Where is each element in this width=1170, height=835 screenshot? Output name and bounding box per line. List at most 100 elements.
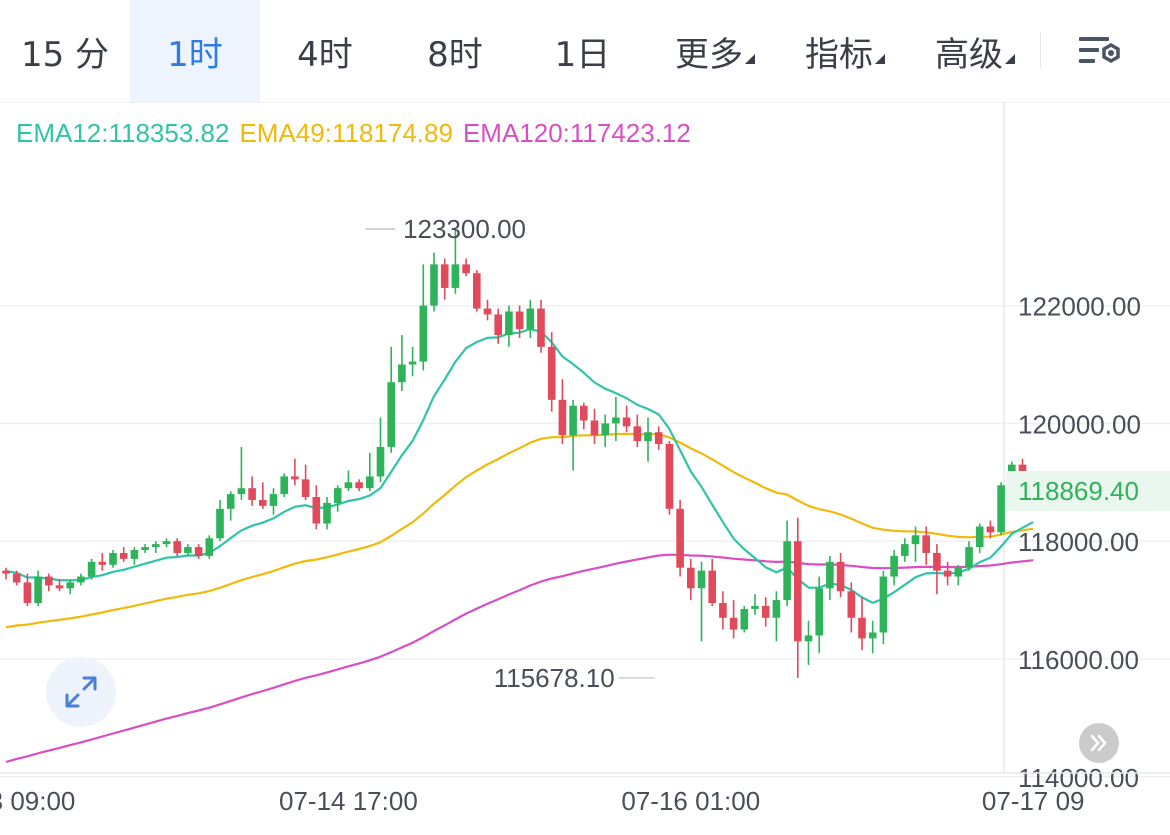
candle — [301, 464, 310, 500]
candle — [226, 491, 235, 521]
candle — [430, 252, 438, 312]
candle — [77, 573, 85, 586]
candle — [622, 405, 631, 433]
dropdown-triangle-icon — [875, 54, 885, 64]
candle — [815, 576, 823, 654]
candle-body — [77, 576, 85, 583]
candle — [997, 482, 1005, 536]
y-tick-label: 114000.00 — [1018, 763, 1139, 793]
candle — [761, 597, 770, 627]
chart-settings-button[interactable] — [1070, 26, 1130, 76]
candle — [45, 573, 53, 592]
candle-body — [419, 305, 428, 362]
candle — [366, 452, 374, 492]
candle — [537, 299, 545, 353]
tab-more-label: 更多 — [675, 34, 743, 75]
tab-1h[interactable]: 1时 — [130, 0, 260, 102]
candle — [323, 497, 331, 530]
tab-8h[interactable]: 8时 — [390, 0, 520, 102]
tab-15m[interactable]: 15 分 — [0, 0, 130, 102]
candle — [109, 550, 117, 568]
candle — [943, 561, 952, 586]
candle — [55, 579, 64, 592]
tab-more-dropdown[interactable]: 更多 — [650, 0, 780, 102]
y-tick-label: 122000.00 — [1018, 292, 1141, 322]
tab-advanced-dropdown[interactable]: 高级 — [910, 0, 1040, 102]
candle — [911, 526, 920, 562]
candle — [34, 570, 42, 606]
candle-body — [590, 420, 599, 436]
candle-body — [162, 541, 171, 545]
candle — [965, 541, 973, 571]
candle-body — [815, 588, 823, 636]
candle-body — [98, 561, 107, 565]
candle — [558, 379, 567, 445]
candle-body — [280, 476, 288, 495]
candle — [665, 441, 674, 515]
candle-body — [505, 311, 513, 336]
candle-body — [173, 541, 181, 553]
candle — [515, 305, 524, 338]
candle — [804, 620, 813, 665]
candle-body — [408, 361, 417, 365]
candle — [644, 417, 652, 462]
candle-body — [141, 547, 149, 551]
candle — [868, 620, 877, 654]
candle — [130, 547, 139, 565]
scroll-to-latest-button[interactable] — [1079, 723, 1119, 763]
candle-body — [922, 535, 930, 553]
candle-body — [547, 346, 556, 400]
candle — [922, 526, 930, 565]
candle — [216, 499, 224, 542]
candle-body — [237, 488, 246, 495]
dropdown-triangle-icon — [745, 54, 755, 64]
candle-body — [633, 426, 642, 442]
ema12-label: EMA12:118353.82 — [16, 118, 230, 148]
candle-body — [473, 273, 481, 309]
tab-4h[interactable]: 4时 — [260, 0, 390, 102]
candle — [87, 558, 96, 580]
candle-body — [804, 635, 813, 642]
candle-body — [312, 497, 321, 524]
candle-body — [569, 405, 577, 436]
candle — [858, 597, 866, 651]
candle-body — [729, 617, 738, 630]
candle-body — [794, 541, 802, 642]
candle — [505, 305, 513, 347]
x-tick-label: 07-17 09 — [982, 786, 1085, 816]
candle-body — [665, 444, 674, 509]
candle-body — [911, 535, 920, 545]
candle-body — [975, 526, 984, 548]
candle-body — [366, 476, 374, 489]
candle — [954, 564, 963, 586]
candle — [376, 417, 385, 483]
chart-toolbar: 15 分 1时 4时 8时 1日 更多 指标 高级 — [0, 0, 1170, 103]
high-price-label: 123300.00 — [403, 214, 526, 244]
tab-8h-label: 8时 — [427, 34, 483, 75]
candle-body — [130, 550, 139, 559]
candle-body — [440, 264, 449, 288]
candle-body — [868, 632, 877, 639]
x-tick-label: 07-16 01:00 — [621, 786, 760, 816]
tab-1h-label: 1时 — [167, 34, 223, 75]
tab-1d[interactable]: 1日 — [520, 0, 645, 102]
fullscreen-button[interactable] — [46, 657, 116, 727]
candle-body — [708, 570, 716, 604]
tab-indicators-label: 指标 — [805, 34, 873, 75]
candle-body — [986, 526, 995, 533]
candle — [248, 476, 256, 506]
x-tick-label: 07-14 17:00 — [279, 786, 418, 816]
candle-body — [526, 308, 535, 330]
current-price-label: 118869.40 — [1018, 476, 1139, 506]
candle-body — [943, 570, 952, 577]
candle — [344, 470, 353, 492]
candle — [590, 408, 599, 445]
candle — [408, 346, 417, 377]
candle-body — [515, 311, 524, 330]
candle — [205, 535, 214, 559]
tab-indicators-dropdown[interactable]: 指标 — [780, 0, 910, 102]
dropdown-triangle-icon — [1005, 54, 1015, 64]
candle — [547, 332, 556, 412]
candle — [612, 396, 620, 442]
candlestick-chart[interactable]: 122000.00 120000.00 118000.00 116000.00 1140… — [0, 102, 1170, 835]
